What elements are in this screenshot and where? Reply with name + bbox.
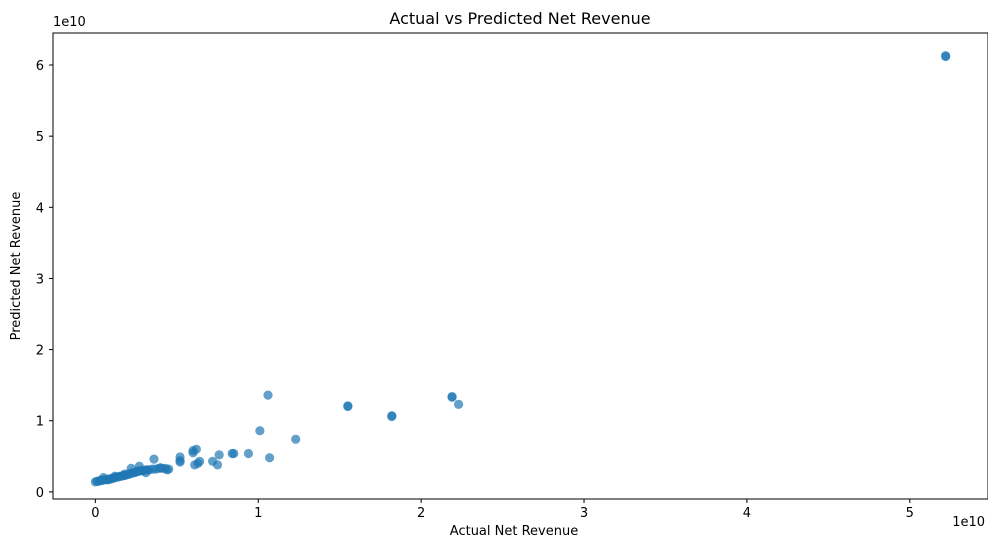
data-point (454, 399, 464, 409)
data-point (229, 448, 239, 459)
y-tick-label: 4 (36, 201, 44, 216)
data-point (195, 456, 205, 466)
data-point (191, 444, 201, 454)
data-point (120, 469, 130, 479)
data-point (387, 411, 397, 422)
data-point (212, 460, 223, 470)
data-point (134, 461, 144, 471)
x-tick-label: 5 (906, 506, 914, 521)
data-point (291, 434, 301, 444)
data-point (214, 450, 224, 460)
x-offset-label: 1e10 (952, 515, 985, 530)
y-tick-label: 1 (36, 415, 44, 430)
data-points (90, 51, 951, 487)
data-point (343, 401, 353, 412)
y-tick-label: 0 (36, 486, 44, 501)
data-point (447, 392, 457, 402)
y-tick-label: 5 (36, 130, 44, 145)
data-point (162, 465, 172, 475)
chart-title: Actual vs Predicted Net Revenue (389, 9, 650, 28)
y-offset-label: 1e10 (53, 15, 86, 30)
x-tick-label: 2 (417, 506, 425, 521)
y-tick-label: 3 (36, 272, 44, 287)
data-point (941, 51, 951, 61)
data-point (255, 426, 265, 436)
data-point (149, 454, 159, 464)
y-tick-label: 6 (36, 59, 44, 74)
data-point (141, 468, 151, 478)
y-tick-label: 2 (36, 344, 44, 359)
data-point (265, 453, 275, 463)
y-axis-ticks: 0 1 2 3 4 5 6 (36, 59, 53, 501)
plot-frame (52, 32, 988, 500)
x-tick-label: 1 (254, 506, 262, 521)
data-point (243, 448, 254, 459)
x-tick-label: 3 (580, 506, 588, 521)
x-axis-label: Actual Net Revenue (450, 524, 578, 539)
x-tick-label: 0 (91, 506, 99, 521)
x-axis-ticks: 0 1 2 3 4 5 (91, 499, 914, 521)
data-point (126, 463, 136, 474)
data-point (263, 390, 273, 400)
x-tick-label: 4 (743, 506, 751, 521)
data-point (175, 457, 185, 467)
data-point (110, 471, 120, 481)
y-axis-label: Predicted Net Revenue (9, 192, 24, 341)
